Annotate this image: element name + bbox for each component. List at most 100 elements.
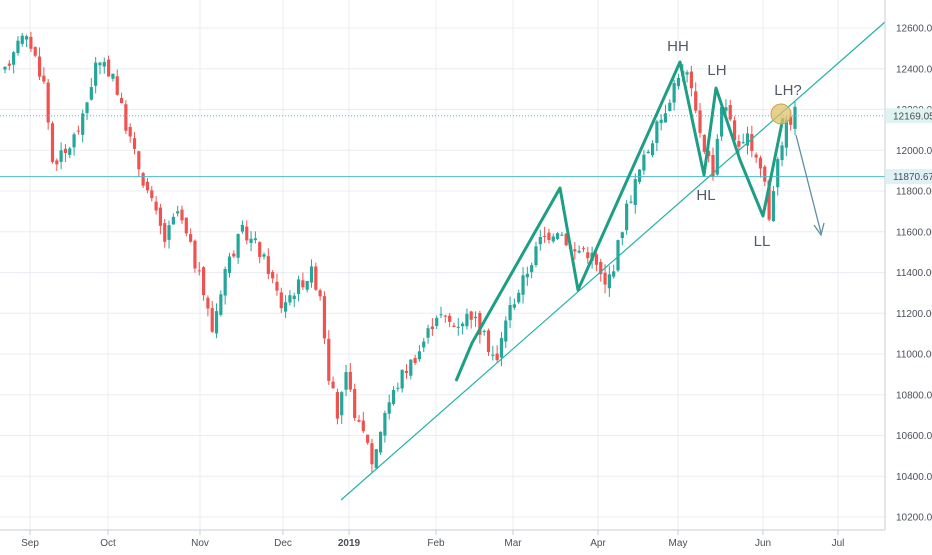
candle-body-146: [633, 179, 637, 205]
y-tick-label: 11200.00: [896, 309, 932, 320]
candle-body-147: [637, 169, 642, 182]
candle-body-165: [715, 138, 719, 175]
candle-body-53: [232, 253, 236, 257]
lh-highlight-circle: [770, 103, 792, 125]
candle-body-95: [413, 357, 417, 363]
y-tick-label: 12000.00: [896, 146, 932, 157]
candle-body-132: [573, 249, 577, 252]
candle-body-30: [132, 138, 137, 149]
candle-body-21: [94, 62, 98, 86]
candle-body-115: [499, 338, 504, 358]
candle-body-125: [543, 235, 547, 237]
x-tick-label: Feb: [427, 538, 445, 549]
candle-body-72: [314, 266, 318, 290]
candle-body-172: [745, 133, 750, 146]
candle-body-118: [512, 304, 516, 308]
candle-body-1: [7, 63, 11, 66]
candle-body-37: [163, 223, 167, 242]
support-level-tag-text: 11870.67: [893, 172, 932, 183]
candle-body-176: [763, 166, 767, 182]
candle-body-169: [732, 120, 737, 141]
candle-body-25: [111, 73, 115, 79]
wave-pattern-line: [454, 60, 785, 382]
candle-body-71: [309, 266, 314, 283]
candle-body-75: [327, 338, 331, 381]
candle-body-89: [387, 402, 391, 414]
y-tick-label: 10400.00: [896, 472, 932, 483]
candle-body-31: [137, 151, 141, 170]
candle-body-61: [266, 256, 270, 274]
candle-body-124: [538, 237, 542, 245]
x-tick-label: May: [669, 538, 688, 549]
candle-body-18: [81, 113, 85, 135]
candle-body-63: [275, 281, 279, 291]
candle-body-74: [322, 296, 327, 339]
annotation-label: HL: [696, 187, 715, 204]
candle-body-137: [594, 254, 599, 265]
candle-body-173: [750, 134, 754, 151]
y-tick-label: 10200.00: [896, 513, 932, 524]
candle-body-163: [707, 151, 711, 157]
candle-body-179: [776, 159, 780, 188]
candle-body-67: [292, 295, 296, 300]
candle-body-183: [793, 106, 797, 129]
candle-body-87: [378, 431, 383, 453]
candle-body-29: [128, 126, 132, 137]
candle-body-96: [417, 351, 422, 360]
candle-body-114: [495, 353, 499, 361]
candle-body-90: [391, 390, 396, 404]
candle-body-27: [119, 97, 124, 104]
candle-body-80: [348, 371, 352, 390]
candle-body-35: [154, 201, 158, 211]
candle-body-174: [754, 154, 758, 158]
candle-body-109: [473, 316, 478, 319]
candle-body-85: [370, 443, 374, 465]
candle-body-86: [374, 449, 378, 469]
candle-body-52: [227, 256, 232, 273]
candle-body-32: [141, 173, 145, 186]
candle-body-142: [616, 240, 620, 271]
candle-body-45: [197, 270, 201, 272]
candle-body-108: [469, 311, 473, 320]
x-tick-label: Oct: [100, 538, 116, 549]
candle-body-47: [206, 297, 210, 309]
gridlines: [0, 0, 885, 530]
candle-body-149: [646, 151, 650, 154]
candle-body-182: [789, 116, 793, 125]
candle-body-62: [271, 272, 275, 279]
candle-body-154: [668, 102, 672, 111]
candle-body-26: [115, 76, 119, 95]
candle-body-152: [659, 119, 663, 123]
candle-body-91: [396, 387, 400, 389]
candle-body-17: [76, 130, 80, 132]
x-tick-label: Apr: [590, 538, 606, 549]
candle-body-105: [456, 326, 460, 328]
candle-body-148: [642, 154, 646, 171]
candle-body-103: [448, 315, 452, 322]
candle-body-128: [555, 233, 560, 239]
candle-body-6: [29, 36, 33, 49]
candle-body-141: [612, 271, 616, 277]
candle-body-44: [193, 240, 197, 269]
candle-body-11: [50, 123, 55, 163]
candle-body-22: [98, 62, 102, 66]
candle-body-49: [214, 311, 219, 334]
x-tick-label: Jun: [755, 538, 771, 549]
candle-body-68: [296, 279, 301, 294]
candle-body-4: [20, 35, 24, 44]
candle-body-64: [279, 292, 283, 309]
candle-body-23: [102, 62, 106, 67]
candle-body-56: [245, 226, 249, 241]
candle-body-139: [603, 272, 607, 285]
candle-body-60: [262, 254, 266, 257]
candle-body-19: [85, 102, 89, 114]
candle-body-76: [331, 381, 335, 389]
candle-body-81: [353, 389, 357, 418]
candle-body-24: [107, 59, 111, 77]
candle-body-99: [430, 326, 434, 330]
candle-body-46: [201, 267, 206, 296]
x-tick-label: Dec: [274, 538, 292, 549]
current-price-tag-box: [886, 108, 932, 124]
candle-body-171: [741, 142, 745, 144]
candle-body-113: [491, 354, 495, 356]
